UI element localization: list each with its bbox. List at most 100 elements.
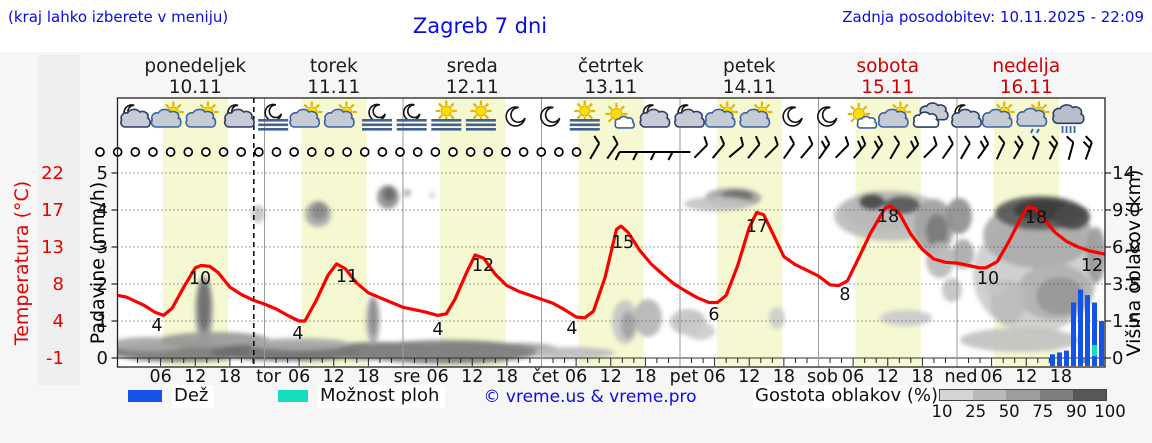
weather-icon-sun-fog bbox=[465, 100, 496, 131]
svg-text:5: 5 bbox=[97, 163, 108, 184]
day-header-sobota: sobota 15.11 bbox=[813, 56, 963, 98]
weather-icon-sun-cloud bbox=[323, 101, 357, 128]
hour-label: 18 bbox=[911, 367, 933, 387]
day-abbrev: sre bbox=[394, 367, 421, 387]
weather-icon-moon bbox=[540, 106, 561, 127]
day-date: 15.11 bbox=[861, 77, 915, 98]
calm-wind-icon bbox=[95, 147, 105, 157]
svg-text:0: 0 bbox=[1112, 348, 1123, 369]
daylight-band bbox=[439, 98, 506, 367]
weather-icon-sun-cloud bbox=[150, 101, 184, 128]
wind-barb-icon bbox=[941, 135, 954, 160]
hour-label: 06 bbox=[842, 367, 864, 387]
svg-text:1: 1 bbox=[97, 311, 108, 332]
weather-icon-moon-fog bbox=[396, 103, 427, 131]
hour-label: 18 bbox=[357, 367, 379, 387]
temp-annotation: 8 bbox=[839, 285, 850, 305]
svg-text:14: 14 bbox=[1112, 163, 1135, 184]
day-name: ponedeljek bbox=[144, 56, 247, 77]
weather-icon-cloud-rain bbox=[1052, 104, 1085, 133]
cloud-scale-label: 50 bbox=[998, 402, 1020, 421]
svg-text:4: 4 bbox=[97, 200, 108, 221]
wind-barb-icon bbox=[1065, 135, 1075, 160]
calm-wind-icon bbox=[183, 147, 194, 157]
calm-wind-icon bbox=[254, 147, 264, 157]
wind-barb-icon bbox=[889, 135, 901, 160]
shower-legend-label: Možnost ploh bbox=[318, 385, 446, 408]
day-abbrev: ned bbox=[945, 367, 978, 387]
day-name: sreda bbox=[446, 56, 498, 77]
shower-swatch bbox=[278, 390, 308, 402]
wind-barb-icon bbox=[667, 151, 691, 161]
temp-annotation: 15 bbox=[612, 233, 634, 253]
day-header-četrtek: četrtek 13.11 bbox=[536, 56, 686, 98]
temp-annotation: 11 bbox=[336, 267, 358, 287]
svg-text:13: 13 bbox=[41, 237, 64, 258]
svg-text:2: 2 bbox=[97, 274, 108, 295]
day-date: 14.11 bbox=[722, 77, 776, 98]
hour-label: 12 bbox=[738, 367, 760, 387]
wind-barb-icon bbox=[589, 135, 601, 160]
wind-barb-icon bbox=[853, 135, 867, 159]
weather-icon-moon bbox=[782, 106, 803, 127]
calm-wind-icon bbox=[324, 147, 335, 157]
temperature-curve bbox=[117, 204, 1105, 323]
cloud-scale-label: 10 bbox=[931, 402, 953, 421]
calm-wind-icon bbox=[465, 147, 476, 157]
wind-barb-icon bbox=[649, 151, 673, 161]
weather-icon-sun-cloud bbox=[739, 101, 773, 128]
temp-annotation: 6 bbox=[708, 305, 719, 325]
legend: Dež Možnost ploh © vreme.us & vreme.pro … bbox=[0, 385, 1152, 425]
temp-annotation: 4 bbox=[432, 320, 443, 340]
calm-wind-icon bbox=[130, 147, 141, 157]
hour-label: 06 bbox=[149, 367, 171, 387]
calm-wind-icon bbox=[412, 147, 423, 157]
copyright-link[interactable]: © vreme.us & vreme.pro bbox=[483, 387, 697, 407]
day-name: sobota bbox=[856, 56, 920, 77]
rain-legend-label: Dež bbox=[172, 385, 215, 408]
cloud-density-field bbox=[117, 185, 1105, 364]
wind-barb-icon bbox=[606, 135, 619, 160]
weather-icon-moon-fog bbox=[258, 103, 289, 131]
calm-wind-icon bbox=[554, 147, 564, 157]
wind-barb-icon bbox=[1012, 135, 1024, 160]
weather-icon-sun-cloud bbox=[704, 101, 738, 128]
calm-wind-icon bbox=[359, 147, 370, 157]
temp-annotation: 4 bbox=[292, 324, 303, 344]
calm-wind-icon bbox=[395, 147, 405, 157]
calm-wind-icon bbox=[201, 147, 211, 157]
weather-icon-sun-cloud-drizzle bbox=[1016, 101, 1050, 134]
menu-hint: (kraj lahko izberete v meniju) bbox=[8, 8, 229, 26]
rain-bars bbox=[1050, 289, 1104, 366]
page-title: Zagreb 7 dni bbox=[412, 14, 548, 38]
cloud-density-gradient bbox=[939, 389, 1107, 401]
calm-wind-icon bbox=[518, 147, 529, 157]
weather-icon-moon bbox=[505, 106, 526, 127]
wind-barb-icon bbox=[977, 135, 990, 160]
cloud-scale-label: 25 bbox=[965, 402, 987, 421]
temp-annotation: 12 bbox=[1081, 256, 1103, 276]
rain-swatch bbox=[128, 390, 162, 402]
wind-barb-icon bbox=[905, 135, 920, 159]
weather-icon-moon-cloud bbox=[223, 104, 255, 128]
weather-icon-sun-cloud bbox=[981, 101, 1015, 128]
wind-barb-icon bbox=[923, 136, 938, 159]
hour-label: 12 bbox=[461, 367, 483, 387]
temp-annotation: 4 bbox=[566, 319, 577, 339]
hour-label: 12 bbox=[323, 367, 345, 387]
cloud-scale-label: 75 bbox=[1032, 402, 1054, 421]
wind-barb-icon bbox=[711, 135, 726, 159]
svg-text:6.0: 6.0 bbox=[1112, 237, 1141, 258]
day-abbrev: pet bbox=[670, 367, 699, 387]
day-name: torek bbox=[309, 56, 358, 77]
hour-label: 12 bbox=[877, 367, 899, 387]
day-abbrev: čet bbox=[532, 367, 559, 387]
wind-barb-icon bbox=[782, 135, 795, 160]
calm-wind-icon bbox=[501, 147, 511, 157]
day-header-petek: petek 14.11 bbox=[674, 56, 824, 98]
daylight-band bbox=[301, 98, 367, 367]
cloud-scale-label: 90 bbox=[1065, 402, 1087, 421]
svg-text:0: 0 bbox=[97, 348, 108, 369]
day-header-nedelja: nedelja 16.11 bbox=[951, 56, 1101, 98]
